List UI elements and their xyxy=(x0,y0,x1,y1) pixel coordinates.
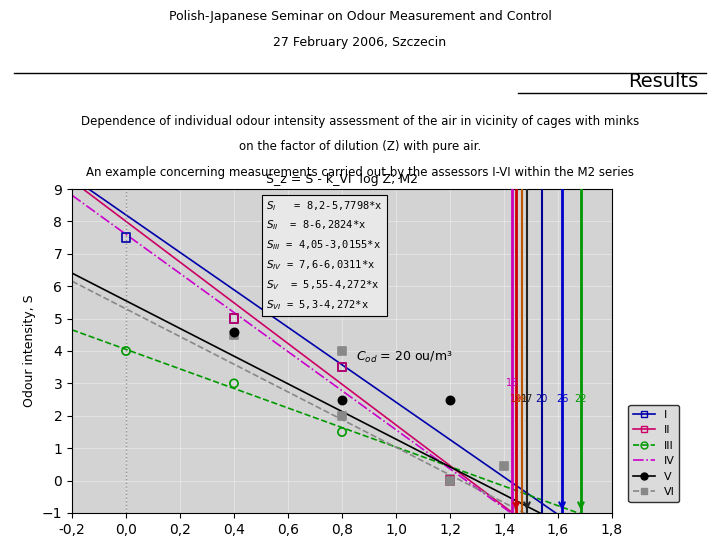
Text: 17: 17 xyxy=(521,394,533,404)
Point xyxy=(228,379,240,388)
Text: 26: 26 xyxy=(556,394,568,404)
Text: 27 February 2006, Szczecin: 27 February 2006, Szczecin xyxy=(274,36,446,49)
Text: on the factor of dilution (Z) with pure air.: on the factor of dilution (Z) with pure … xyxy=(239,139,481,153)
Point xyxy=(228,314,240,323)
Point xyxy=(498,462,510,470)
Legend: I, II, III, IV, V, VI: I, II, III, IV, V, VI xyxy=(629,405,679,502)
Point xyxy=(336,428,348,436)
Point xyxy=(336,347,348,355)
Text: 18: 18 xyxy=(506,378,518,388)
Text: 20: 20 xyxy=(536,394,548,404)
Y-axis label: Odour intensity, S: Odour intensity, S xyxy=(23,295,36,407)
Text: 19: 19 xyxy=(510,394,522,404)
Point xyxy=(120,347,132,355)
Point xyxy=(228,314,240,323)
Text: Polish-Japanese Seminar on Odour Measurement and Control: Polish-Japanese Seminar on Odour Measure… xyxy=(168,10,552,23)
Point xyxy=(336,363,348,372)
Text: 19: 19 xyxy=(516,394,528,404)
Point xyxy=(444,475,456,483)
Text: $C_{od}$ = 20 ou/m³: $C_{od}$ = 20 ou/m³ xyxy=(356,350,452,365)
Text: $S_I$   = 8,2-5,7798*x
$S_{II}$  = 8-6,2824*x
$S_{III}$ = 4,05-3,0155*x
$S_{IV}$: $S_I$ = 8,2-5,7798*x $S_{II}$ = 8-6,2824… xyxy=(266,199,383,312)
Point xyxy=(336,395,348,404)
Point xyxy=(336,411,348,420)
Point xyxy=(444,476,456,485)
Point xyxy=(444,395,456,404)
Text: Dependence of individual odour intensity assessment of the air in vicinity of ca: Dependence of individual odour intensity… xyxy=(81,115,639,128)
Point xyxy=(228,327,240,336)
Title: S_z = S - k_VI  log Z; M2: S_z = S - k_VI log Z; M2 xyxy=(266,173,418,186)
Point xyxy=(336,363,348,372)
Text: An example concerning measurements carried out by the assessors I-VI within the : An example concerning measurements carri… xyxy=(86,166,634,179)
Text: 22: 22 xyxy=(575,394,588,404)
Text: Results: Results xyxy=(628,72,698,91)
Point xyxy=(444,476,456,485)
Point xyxy=(228,330,240,339)
Point xyxy=(120,233,132,242)
